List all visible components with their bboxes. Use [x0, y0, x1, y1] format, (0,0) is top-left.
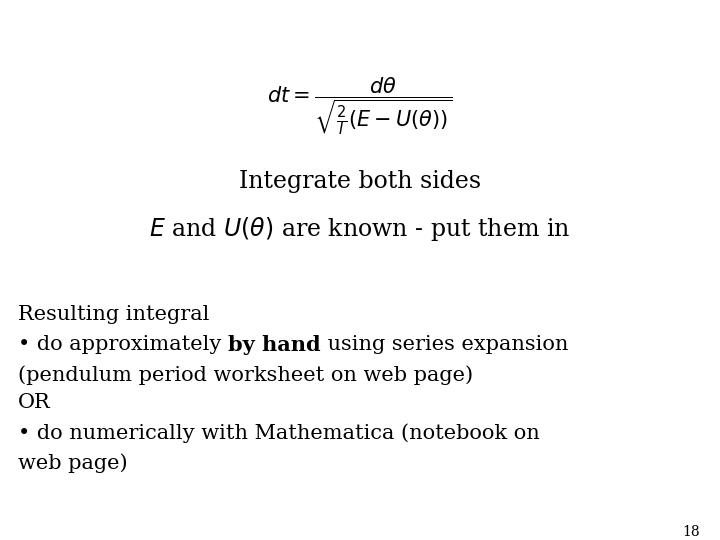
Text: Resulting integral: Resulting integral: [18, 305, 210, 324]
Text: 18: 18: [683, 525, 700, 539]
Text: OR: OR: [18, 393, 50, 412]
Text: (pendulum period worksheet on web page): (pendulum period worksheet on web page): [18, 365, 473, 384]
Text: $dt = \dfrac{d\theta}{\sqrt{\frac{2}{I}\left(E - U(\theta)\right)}}$: $dt = \dfrac{d\theta}{\sqrt{\frac{2}{I}\…: [267, 75, 453, 137]
Text: by hand: by hand: [228, 335, 320, 355]
Text: • do numerically with Mathematica (notebook on: • do numerically with Mathematica (noteb…: [18, 423, 540, 443]
Text: Integrate both sides: Integrate both sides: [239, 170, 481, 193]
Text: using series expansion: using series expansion: [320, 335, 568, 354]
Text: • do approximately: • do approximately: [18, 335, 228, 354]
Text: $E$ and $U(\theta)$ are known - put them in: $E$ and $U(\theta)$ are known - put them…: [149, 215, 571, 243]
Text: web page): web page): [18, 453, 127, 472]
